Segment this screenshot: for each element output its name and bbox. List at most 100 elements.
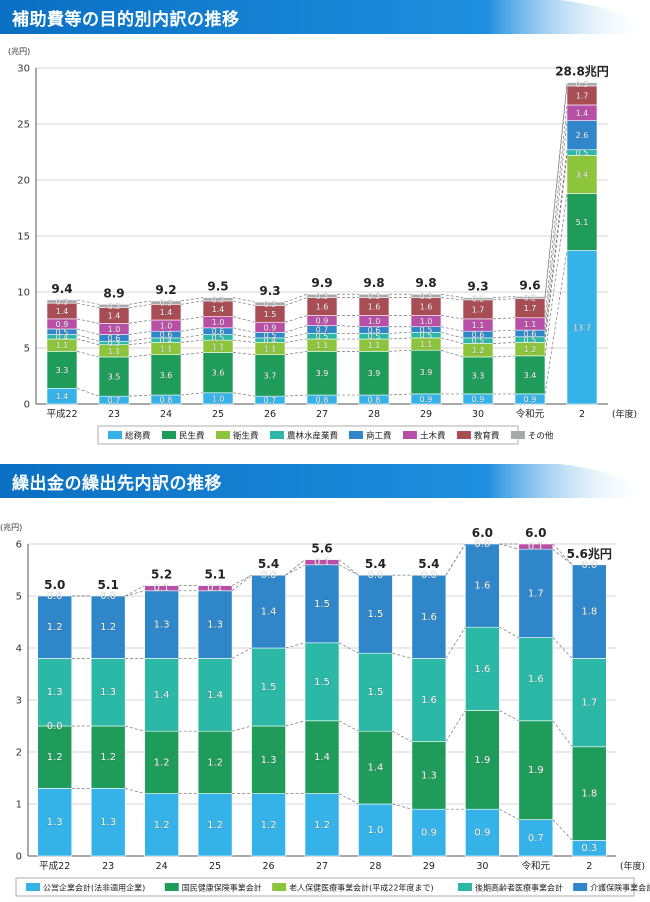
connector-line <box>544 104 568 318</box>
legend-item: その他 <box>510 431 554 442</box>
connector-line <box>76 299 100 305</box>
data-label: 1.2 <box>207 757 223 768</box>
data-label: 0.4 <box>264 336 277 345</box>
legend-item: 衛生費 <box>215 431 259 442</box>
connector-line <box>125 725 145 732</box>
connector-line <box>125 788 145 794</box>
data-label: 3.3 <box>472 371 485 380</box>
data-label: 3.9 <box>420 368 433 377</box>
legend-label: 民生費 <box>179 431 205 442</box>
data-label: 1.0 <box>368 825 384 836</box>
total-label: 9.2 <box>155 283 176 297</box>
connector-line <box>180 339 204 343</box>
data-label: 1.5 <box>314 599 330 610</box>
data-label: 0.0 <box>100 591 116 602</box>
connector-line <box>232 300 256 306</box>
legend-swatch <box>269 431 284 439</box>
total-label: 5.0 <box>44 578 65 592</box>
chart-subsidies-by-purpose: (兆円)0510152025301.43.31.10.40.50.91.40.3… <box>8 46 637 445</box>
total-label: 5.6 <box>311 542 332 556</box>
data-label: 1.5 <box>368 687 384 698</box>
x-tick-label: 30 <box>472 409 484 420</box>
legend: 総務費 民生費 衛生費 農林水産業費 商工費 土木費 教育費 その他 <box>97 425 554 445</box>
legend-item: 老人保健医療事業会計(平成22年度まで) <box>272 883 434 893</box>
section-title: 補助費等の目的別内訳の推移 <box>12 10 240 30</box>
connector-line <box>76 387 100 397</box>
legend-swatch <box>26 883 40 891</box>
bar-segment-0-1-7 <box>98 304 130 308</box>
x-tick-label: 26 <box>262 861 274 872</box>
data-label: 0.8 <box>368 396 381 405</box>
data-label: 1.0 <box>160 322 173 331</box>
connector-line <box>232 352 256 356</box>
data-label: 0.2 <box>524 294 537 303</box>
connector-line <box>180 334 204 339</box>
data-label: 1.4 <box>314 752 330 763</box>
bar-segment-1-1-4 <box>90 595 126 659</box>
connector-line <box>552 819 573 841</box>
data-label: 1.2 <box>47 622 63 633</box>
connector-line <box>76 302 100 309</box>
data-label: 0.5 <box>368 332 381 341</box>
legend-swatch <box>348 431 363 439</box>
data-label: 0.1 <box>154 583 170 594</box>
connector-line <box>232 334 256 339</box>
bar-segment-1-1-1 <box>90 725 126 789</box>
data-label: 0.3 <box>368 292 381 301</box>
data-label: 5.1 <box>576 218 589 227</box>
data-label: 0.3 <box>576 80 589 89</box>
connector-line <box>128 354 152 358</box>
bar-segment-1-4-1 <box>251 725 286 794</box>
bar-segment-1-3-4 <box>197 590 233 659</box>
data-label: 1.4 <box>56 307 69 316</box>
total-label: 9.3 <box>467 280 488 294</box>
data-label: 1.2 <box>100 622 116 633</box>
legend-label: 農林水産業費 <box>287 431 339 442</box>
section-banner-2: 繰出金の繰出先内訳の推移 <box>0 464 650 498</box>
data-label: 0.5 <box>420 326 433 335</box>
legend-item: 後期高齢者医療事業会計 <box>457 883 563 893</box>
y-tick-label: 2 <box>16 748 22 759</box>
bar-segment-0-4-7 <box>254 301 286 306</box>
connector-line <box>180 352 204 356</box>
legend-item: 介護保険事業会計 <box>573 883 650 893</box>
legend-item: 商工費 <box>348 431 392 442</box>
data-label: 1.4 <box>261 607 277 618</box>
bar-segment-1-7-0 <box>411 808 447 857</box>
data-label: 1.4 <box>207 690 223 701</box>
bar-segment-1-6-0 <box>358 803 393 857</box>
data-label: 3.5 <box>108 373 121 382</box>
bar-segment-1-1-3 <box>90 658 126 727</box>
connector-line <box>128 300 152 305</box>
x-tick-label: 27 <box>316 861 328 872</box>
x-tick-label: 平成22 <box>39 860 70 872</box>
legend: 公営企業会計(法非適用企業) 国民健康保険事業会計 老人保健医療事業会計(平成22年… <box>15 877 650 897</box>
connector-line <box>128 319 152 324</box>
legend-label: 国民健康保険事業会計 <box>182 883 262 893</box>
data-label: 0.5 <box>316 332 329 341</box>
connector-line <box>440 331 464 339</box>
data-label: 0.4 <box>160 336 173 345</box>
connector-line <box>492 298 516 301</box>
connector-line <box>492 317 516 320</box>
bar-segment-1-9-4 <box>518 548 554 638</box>
y-tick-label: 5 <box>16 592 22 603</box>
connector-line <box>125 585 145 597</box>
data-label: 0.8 <box>316 396 329 405</box>
connector-line <box>338 564 359 576</box>
data-label: 1.3 <box>47 687 63 698</box>
data-label: 0.6 <box>368 326 381 335</box>
connector-line <box>76 338 100 345</box>
connector-line <box>180 327 204 332</box>
x-tick-label: 2 <box>586 861 592 872</box>
data-label: 1.1 <box>368 341 381 350</box>
data-label: 1.1 <box>108 347 121 356</box>
legend-item: 土木費 <box>402 431 446 442</box>
connector-line <box>552 720 573 748</box>
x-tick-label: 令和元 <box>522 860 551 872</box>
connector-line <box>284 394 308 397</box>
data-label: 1.4 <box>160 308 173 317</box>
connector-line <box>232 339 256 343</box>
connector-line <box>232 392 256 397</box>
y-tick-label: 25 <box>17 120 30 131</box>
